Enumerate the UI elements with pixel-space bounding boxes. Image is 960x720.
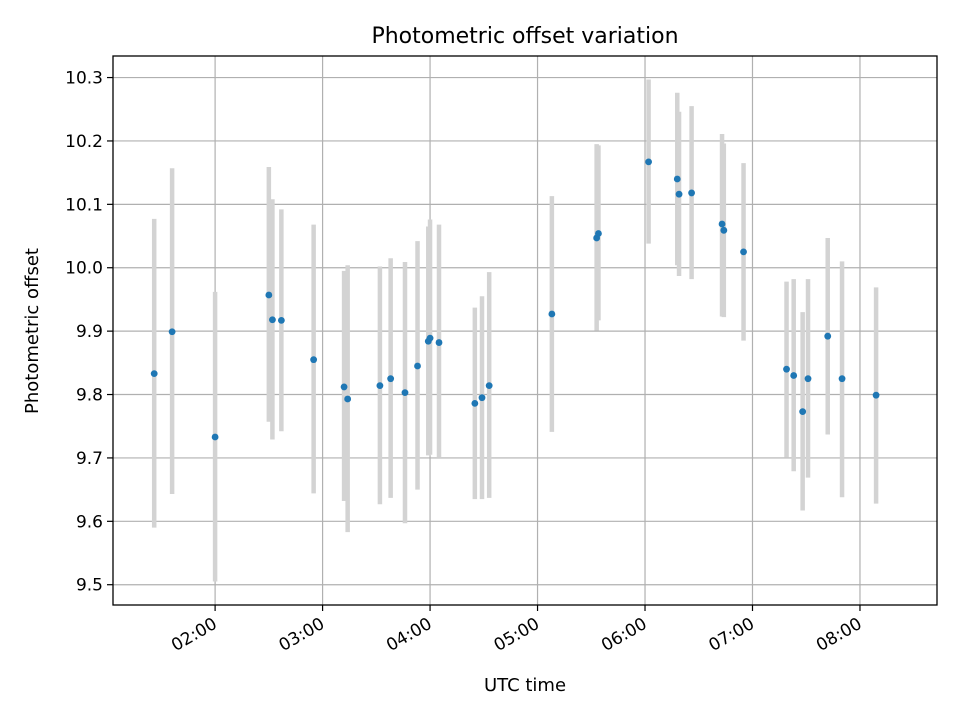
data-point [269,316,276,324]
data-point [783,365,790,373]
x-tick-label: 07:00 [706,614,758,656]
data-point [344,395,352,403]
data-point [426,334,434,342]
y-tick-label: 9.5 [76,576,103,596]
data-point [150,370,158,378]
data-point [645,158,652,166]
data-point [548,310,556,318]
x-axis-label: UTC time [484,675,566,696]
data-point [485,382,493,390]
data-point [414,362,421,370]
y-tick-label: 9.6 [76,512,103,532]
data-point [265,291,273,299]
data-point [838,375,846,383]
x-tick-label: 06:00 [598,614,650,656]
y-tick-label: 9.8 [76,386,103,406]
data-point [340,383,348,391]
x-tick-label: 08:00 [813,614,865,656]
x-tick-label: 05:00 [491,614,543,656]
data-point [720,226,728,234]
y-tick-label: 10.0 [65,259,103,279]
error-bars [151,79,879,582]
data-point [471,400,479,407]
data-point [688,189,695,197]
data-point [595,230,602,237]
y-tick-label: 10.1 [65,195,103,215]
x-tick-label: 04:00 [383,614,435,656]
x-tick-label: 03:00 [276,614,328,656]
data-points [150,158,880,441]
y-tick-label: 10.3 [65,69,103,89]
data-point [790,372,798,379]
data-point [799,408,807,416]
data-point [387,375,395,383]
data-point [478,394,486,402]
data-point [168,328,176,336]
data-point [675,190,683,198]
data-point [211,433,219,441]
data-point [718,220,726,228]
x-tick-label: 02:00 [168,614,220,656]
y-tick-label: 9.7 [76,449,103,469]
plot-frame [112,55,938,606]
data-point [401,389,409,397]
y-tick-label: 9.9 [76,322,103,342]
data-point [824,332,832,340]
x-ticks: 02:00 03:00 04:00 05:00 06:00 07:00 08:00 [168,605,865,656]
data-point [376,382,384,390]
y-ticks: 9.5 9.6 9.7 9.8 9.9 10.0 10.1 10.2 10.3 [65,69,113,596]
data-point [804,375,812,383]
y-axis-label: Photometric offset [22,248,43,414]
data-point [673,175,681,183]
data-point [277,316,285,324]
y-tick-label: 10.2 [65,132,103,152]
data-point [310,356,318,364]
data-point [872,391,880,399]
data-point [435,339,443,346]
chart-title: Photometric offset variation [371,24,678,49]
data-point [740,248,747,256]
grid [113,56,937,605]
